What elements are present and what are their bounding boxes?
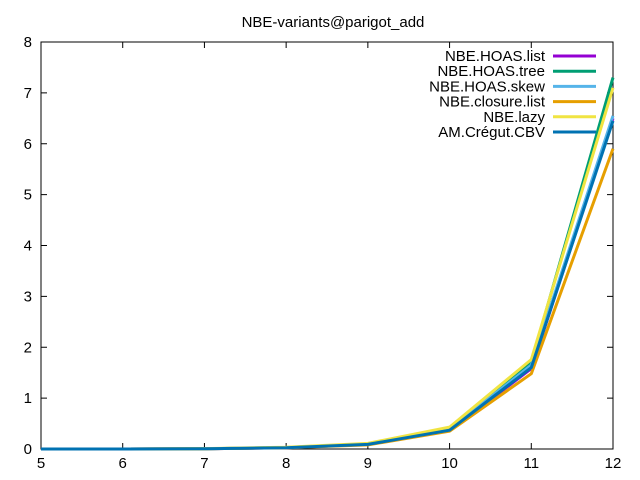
legend: NBE.HOAS.listNBE.HOAS.treeNBE.HOAS.skewN… — [429, 48, 596, 141]
x-tick-label: 12 — [605, 455, 622, 472]
y-tick-label: 0 — [24, 441, 32, 458]
legend-label: NBE.lazy — [483, 109, 545, 126]
y-tick-label: 8 — [24, 34, 32, 51]
x-tick-label: 11 — [523, 455, 539, 472]
y-tick-label: 3 — [24, 288, 32, 305]
legend-label: NBE.HOAS.list — [445, 48, 546, 65]
series-lines — [41, 77, 615, 451]
x-tick-label: 5 — [37, 455, 45, 472]
series-line-0 — [41, 117, 615, 451]
legend-label: AM.Crégut.CBV — [438, 124, 545, 141]
y-tick-label: 2 — [24, 339, 32, 356]
series-line-2 — [41, 115, 615, 451]
x-tick-label: 7 — [200, 455, 208, 472]
series-line-5 — [41, 120, 615, 451]
x-tick-label: 6 — [119, 455, 127, 472]
x-tick-label: 9 — [364, 455, 372, 472]
y-tick-label: 4 — [24, 238, 32, 255]
y-tick-label: 7 — [24, 85, 32, 102]
y-tick-label: 6 — [24, 136, 32, 153]
legend-label: NBE.HOAS.skew — [429, 78, 545, 95]
y-tick-label: 1 — [24, 390, 32, 407]
chart-title: NBE-variants@parigot_add — [242, 14, 425, 31]
legend-label: NBE.HOAS.tree — [437, 63, 545, 80]
x-tick-label: 10 — [441, 455, 458, 472]
y-tick-label: 5 — [24, 187, 32, 204]
series-line-3 — [41, 148, 615, 451]
series-line-4 — [41, 87, 615, 451]
legend-label: NBE.closure.list — [439, 94, 546, 111]
x-tick-label: 8 — [282, 455, 290, 472]
